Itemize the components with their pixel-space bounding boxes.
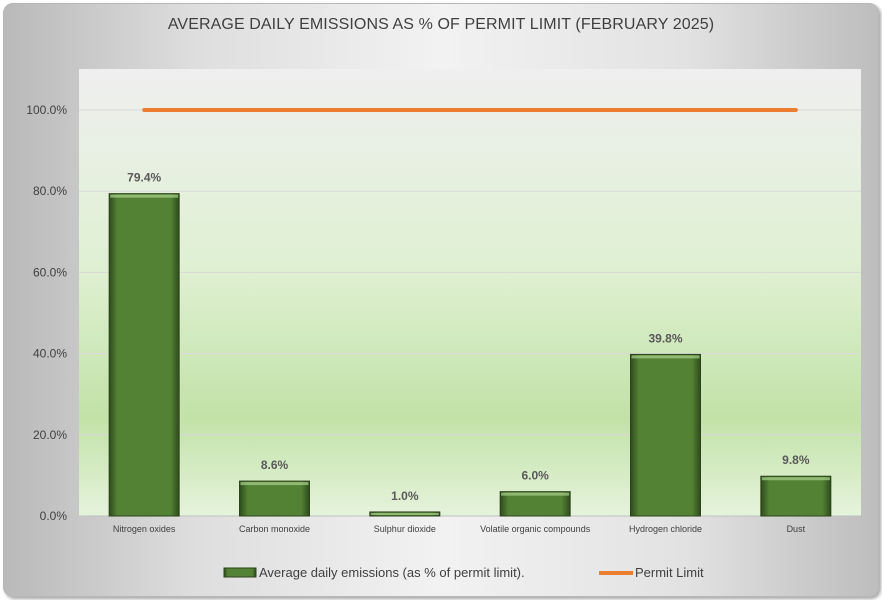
data-label: 9.8%	[782, 453, 810, 467]
x-tick-label: Nitrogen oxides	[113, 524, 176, 534]
x-tick-label: Hydrogen chloride	[629, 524, 702, 534]
bar-highlight	[631, 355, 700, 359]
data-label: 8.6%	[261, 458, 289, 472]
bar	[760, 475, 832, 517]
x-tick-label: Sulphur dioxide	[374, 524, 436, 534]
bar-highlight	[501, 492, 570, 496]
bar	[239, 480, 310, 517]
chart-title: AVERAGE DAILY EMISSIONS AS % OF PERMIT L…	[167, 16, 715, 33]
data-label: 79.4%	[127, 171, 161, 185]
x-tick-label: Dust	[787, 524, 806, 534]
x-tick-label: Volatile organic compounds	[480, 524, 591, 534]
plot-area	[79, 69, 861, 516]
data-label: 6.0%	[521, 469, 549, 483]
data-label: 39.8%	[648, 331, 682, 345]
y-tick-label: 40.0%	[33, 347, 67, 361]
y-tick-label: 0.0%	[40, 509, 68, 523]
data-label: 1.0%	[391, 489, 419, 503]
bar	[108, 193, 180, 517]
bar	[630, 353, 701, 517]
bar-highlight	[761, 477, 830, 481]
bar-highlight	[110, 194, 179, 198]
bar-highlight	[240, 482, 309, 486]
legend-label-permit-limit: Permit Limit	[635, 565, 704, 580]
y-tick-label: 60.0%	[33, 265, 67, 279]
bar	[499, 491, 571, 517]
y-tick-label: 80.0%	[33, 184, 67, 198]
legend-label-emissions: Average daily emissions (as % of permit …	[259, 565, 525, 580]
bar-highlight	[370, 512, 439, 515]
legend-bar-swatch	[223, 567, 257, 578]
y-tick-label: 20.0%	[33, 428, 67, 442]
x-tick-label: Carbon monoxide	[239, 524, 310, 534]
y-tick-label: 100.0%	[26, 103, 67, 117]
